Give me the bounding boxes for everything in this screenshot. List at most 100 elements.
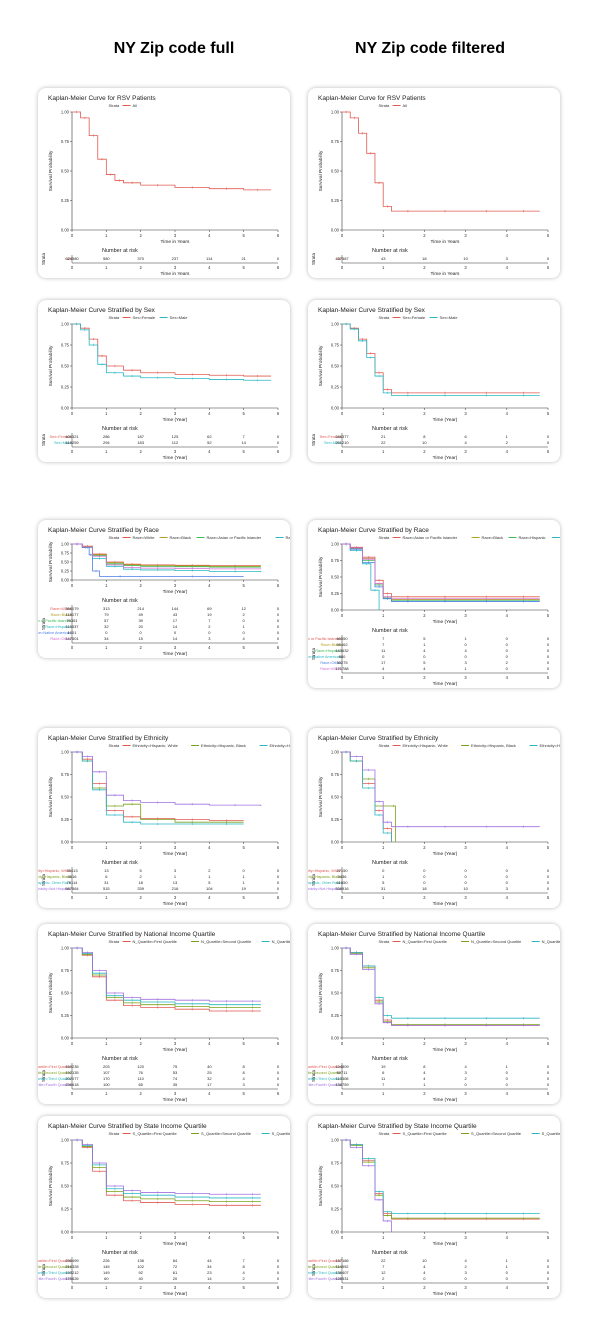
risk-value: 7 xyxy=(382,636,385,641)
risk-value: 1 xyxy=(464,636,467,641)
risk-value: 20 xyxy=(173,1276,178,1281)
risk-x-tick-label: 3 xyxy=(174,449,177,454)
x-tick-label: 1 xyxy=(382,411,385,416)
risk-value: 0 xyxy=(105,630,108,635)
risk-value: 1001 xyxy=(68,630,78,635)
risk-value: 21 xyxy=(381,434,386,439)
risk-value: 145 xyxy=(103,1264,110,1269)
risk-value: 7 xyxy=(208,618,211,623)
x-tick-label: 3 xyxy=(464,845,467,850)
risk-value: 580 xyxy=(103,256,110,261)
risk-value: 251210 xyxy=(335,440,349,445)
risk-value: 4 xyxy=(423,1070,426,1075)
risk-value: 22 xyxy=(381,440,386,445)
survival-curve xyxy=(72,1139,261,1199)
risk-value: 4 xyxy=(243,636,246,641)
risk-value: 0 xyxy=(547,666,550,671)
risk-value: 237 xyxy=(172,256,179,261)
risk-value: 0 xyxy=(140,630,143,635)
y-tick-label: 1.00 xyxy=(331,322,340,327)
x-axis-label: Time (Year) xyxy=(433,619,458,625)
risk-value: 1 xyxy=(243,874,246,879)
risk-row-label: S_Quartile=Fourth Quartile xyxy=(308,1277,341,1281)
risk-row-label: Race=Black xyxy=(321,643,341,647)
risk-value: 1 xyxy=(506,1264,509,1269)
risk-value: 0 xyxy=(506,666,509,671)
risk-value: 3 xyxy=(174,868,177,873)
risk-x-axis-label: Time (Year) xyxy=(163,651,188,657)
risk-value: 0 xyxy=(506,654,509,659)
risk-value: 8 xyxy=(243,1064,246,1069)
y-tick-label: 1.00 xyxy=(61,1138,70,1143)
risk-value: 0 xyxy=(243,630,246,635)
risk-row-label: Race=Black xyxy=(51,613,71,617)
survival-curve xyxy=(342,947,540,1026)
survival-curve xyxy=(72,947,261,1012)
risk-value: 102 xyxy=(137,1264,144,1269)
km-panel: Kaplan-Meier Curve Stratified by Sex Stra… xyxy=(38,300,290,462)
survival-curve xyxy=(72,947,261,1002)
risk-table-title: Number at risk xyxy=(372,628,408,634)
risk-x-tick-label: 5 xyxy=(242,895,245,900)
risk-value: 10 xyxy=(463,256,468,261)
risk-value: 2 xyxy=(243,612,246,617)
risk-value: 0 xyxy=(277,1258,280,1263)
risk-value: 0 xyxy=(277,636,280,641)
legend-label: N_Quartile=Second Quartile xyxy=(471,939,522,944)
risk-x-tick-label: 5 xyxy=(547,265,550,270)
risk-value: 61 xyxy=(173,1270,178,1275)
risk-value: 0 xyxy=(547,1264,550,1269)
risk-value: 0 xyxy=(277,624,280,629)
x-tick-label: 4 xyxy=(208,1041,211,1046)
risk-value: 216 xyxy=(172,886,179,891)
survival-curve xyxy=(72,751,244,823)
y-tick-label: 0.25 xyxy=(331,385,340,390)
risk-value: 59462 xyxy=(336,642,348,647)
risk-value: 0 xyxy=(277,886,280,891)
y-tick-label: 0.00 xyxy=(331,1230,340,1235)
risk-value: 74 xyxy=(173,1076,178,1081)
survival-curve xyxy=(72,751,244,821)
y-tick-label: 0.00 xyxy=(61,1036,70,1041)
risk-row-label: N_Quartile=First Quartile xyxy=(38,1065,71,1069)
legend-label: Race=Black xyxy=(482,535,503,540)
survival-curve xyxy=(342,543,380,610)
risk-value: 32 xyxy=(207,1076,212,1081)
risk-table-title: Number at risk xyxy=(102,426,138,432)
risk-x-tick-label: 0 xyxy=(71,449,74,454)
risk-x-tick-label: 5 xyxy=(242,449,245,454)
risk-value: 214 xyxy=(137,606,144,611)
y-tick-label: 0.00 xyxy=(61,840,70,845)
risk-value: 100 xyxy=(103,1082,110,1087)
x-axis-label: Time (Year) xyxy=(433,417,458,423)
strata-label: Strata xyxy=(311,874,316,887)
risk-value: 624580 xyxy=(65,256,79,261)
risk-x-tick-label: 5 xyxy=(242,1091,245,1096)
risk-x-tick-label: 3 xyxy=(464,895,467,900)
risk-value: 114 xyxy=(206,256,213,261)
risk-value: 3 xyxy=(208,636,211,641)
risk-x-tick-label: 0 xyxy=(341,265,344,270)
km-panel: Kaplan-Meier Curve Stratified by Sex Stra… xyxy=(308,300,560,462)
km-panel: Kaplan-Meier Curve Stratified by Nationa… xyxy=(38,924,290,1104)
risk-value: 338916 xyxy=(335,886,349,891)
legend-title: Strata xyxy=(379,743,390,748)
risk-row-label: Race=Native American xyxy=(308,655,341,659)
y-tick-label: 0.75 xyxy=(331,1161,340,1166)
x-tick-label: 2 xyxy=(423,845,426,850)
legend-title: Strata xyxy=(379,1131,390,1136)
risk-value: 120 xyxy=(137,1064,144,1069)
y-tick-label: 0.00 xyxy=(331,840,340,845)
risk-value: 75114 xyxy=(67,880,79,885)
x-tick-label: 5 xyxy=(242,845,245,850)
risk-row-label: Race=White xyxy=(50,607,71,611)
x-tick-label: 6 xyxy=(277,845,280,850)
x-tick-label: 3 xyxy=(464,233,467,238)
risk-x-tick-label: 3 xyxy=(464,675,467,680)
y-tick-label: 0.25 xyxy=(331,1207,340,1212)
risk-x-tick-label: 2 xyxy=(139,265,142,270)
km-chart: Kaplan-Meier Curve Stratified by SexStra… xyxy=(41,307,280,461)
legend-label: S_Quartile=Third Quartile xyxy=(272,1131,290,1136)
y-tick-label: 0.50 xyxy=(331,1184,340,1189)
km-chart: Kaplan-Meier Curve Stratified by Nationa… xyxy=(308,931,560,1103)
